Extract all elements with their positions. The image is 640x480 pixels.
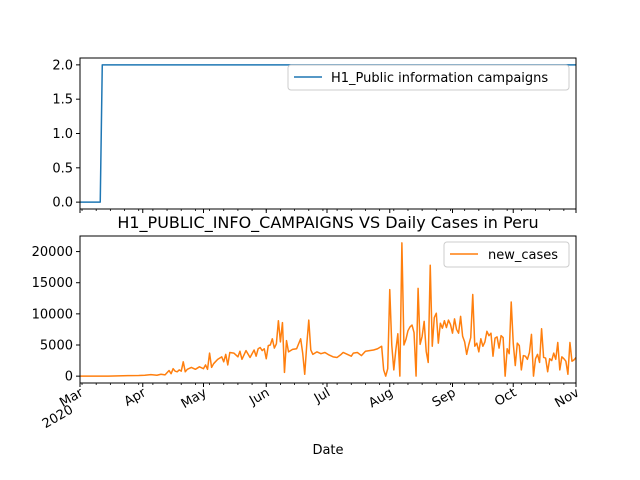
bottom-chart-y-tick-label: 20000 xyxy=(32,245,73,260)
bottom-chart-y-tick-label: 5000 xyxy=(40,339,73,354)
top-chart-legend: H1_Public information campaigns xyxy=(287,64,570,91)
top-chart-legend-box xyxy=(287,64,570,91)
bottom-chart-y-axis: 0 5000 10000 15000 20000 xyxy=(32,245,80,385)
top-chart-y-tick-label: 2.0 xyxy=(52,58,73,73)
top-chart-y-tick-label: 0.5 xyxy=(52,161,73,176)
top-chart-x-axis xyxy=(79,209,577,213)
top-chart-panel: 0.0 0.5 1.0 1.5 2.0 H1_Public information ca… xyxy=(52,57,577,213)
bottom-chart-y-tick-label: 15000 xyxy=(32,276,73,291)
bottom-chart-y-tick-label: 10000 xyxy=(32,307,73,322)
chart-title: H1_PUBLIC_INFO_CAMPAIGNS VS Daily Cases … xyxy=(117,213,538,233)
bottom-chart-axes-frame xyxy=(79,235,577,384)
top-chart-y-tick-label: 1.0 xyxy=(52,127,73,142)
top-chart-legend-label: H1_Public information campaigns xyxy=(331,71,548,86)
bottom-chart-legend-label: new_cases xyxy=(488,248,558,263)
top-chart-y-axis: 0.0 0.5 1.0 1.5 2.0 xyxy=(52,58,80,211)
x-axis-label: Date xyxy=(312,443,343,458)
bottom-chart-legend-box xyxy=(443,241,570,268)
bottom-chart-series-line-0 xyxy=(80,242,576,377)
top-chart-y-tick-label: 0.0 xyxy=(52,196,73,211)
bottom-chart-legend: new_cases xyxy=(443,241,570,268)
bottom-chart-series-layer xyxy=(80,242,576,377)
x-tick-label: Jul xyxy=(311,385,333,406)
top-chart-y-tick-label: 1.5 xyxy=(52,93,73,108)
bottom-chart-panel: H1_PUBLIC_INFO_CAMPAIGNS VS Daily Cases … xyxy=(32,213,583,458)
bottom-chart-y-tick-label: 0 xyxy=(65,370,73,385)
